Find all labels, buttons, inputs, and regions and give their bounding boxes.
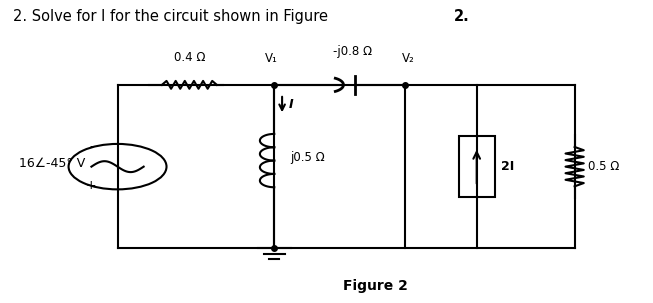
Text: 2I: 2I (501, 160, 515, 173)
Text: 2.: 2. (454, 9, 470, 24)
Text: Figure 2: Figure 2 (343, 279, 408, 293)
Bar (458, 136, 495, 197)
Text: 16∠-45° V: 16∠-45° V (19, 157, 86, 170)
Text: 0.5 Ω: 0.5 Ω (588, 160, 619, 173)
Text: 0.4 Ω: 0.4 Ω (174, 51, 205, 64)
Text: j0.5 Ω: j0.5 Ω (291, 151, 325, 164)
Text: +: + (86, 179, 97, 192)
Text: -j0.8 Ω: -j0.8 Ω (333, 45, 372, 58)
Text: 2. Solve for I for the circuit shown in Figure: 2. Solve for I for the circuit shown in … (13, 9, 332, 24)
Text: I: I (289, 98, 293, 111)
Text: V₂: V₂ (402, 52, 415, 65)
Text: ww: ww (185, 38, 200, 48)
Text: V₁: V₁ (264, 52, 278, 65)
Text: -: - (89, 141, 94, 155)
